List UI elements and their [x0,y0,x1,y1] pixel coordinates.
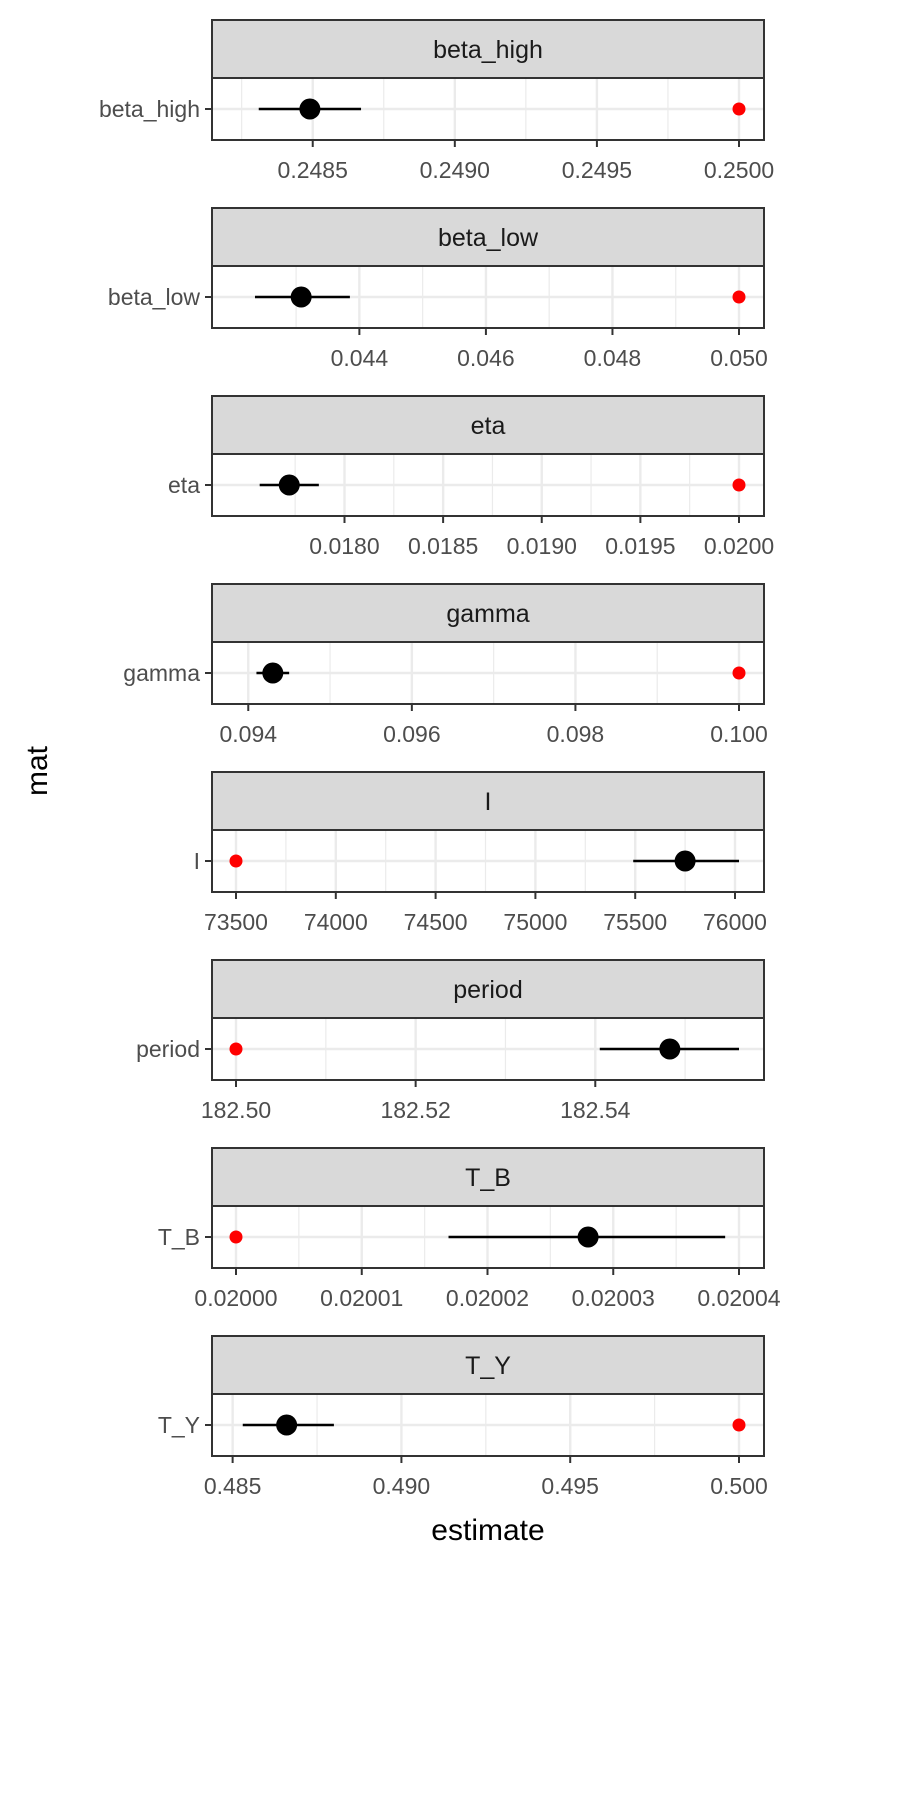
x-tick-label: 0.100 [710,721,768,747]
estimate-point-T_B [577,1226,599,1248]
x-tick-label: 0.0190 [507,533,577,559]
x-tick-label: 182.50 [201,1097,271,1123]
x-tick-label: 0.094 [219,721,277,747]
estimate-point-beta_high [299,98,321,120]
facet-strip-label: eta [471,412,506,440]
y-tick-label: T_B [158,1224,200,1250]
x-tick-label: 0.500 [710,1473,768,1499]
facet-strip [211,207,765,267]
x-axis-title: estimate [431,1514,544,1547]
estimate-point-I [674,850,696,872]
facet-panels: beta_high beta_high 0.2485 0.2490 0.2495 0.25… [99,19,781,1499]
x-tick-label: 73500 [204,909,268,935]
facet-strip [211,1147,765,1207]
x-tick-label: 0.02004 [697,1285,780,1311]
facet-I: I I 73500 74000 74500 75000 75500 76000 [194,771,767,935]
x-tick-label: 0.02001 [320,1285,403,1311]
estimate-point-period [659,1038,681,1060]
facet-strip-label: beta_high [433,36,543,64]
x-tick-label: 182.52 [380,1097,450,1123]
estimate-point-beta_low [290,286,312,308]
x-tick-label: 0.044 [331,345,389,371]
facet-strip-label: T_B [465,1164,511,1192]
x-tick-label: 0.02002 [446,1285,529,1311]
true-value-point-period [229,1042,243,1056]
x-tick-label: 0.02000 [194,1285,277,1311]
x-tick-label: 0.0180 [309,533,379,559]
facet-period: period period 182.50 182.52 182.54 [136,959,765,1123]
true-value-point-beta_low [732,290,746,304]
true-value-point-gamma [732,666,746,680]
facet-strip [211,959,765,1019]
true-value-point-beta_high [732,102,746,116]
facet-strip-label: I [485,788,492,816]
estimate-point-gamma [262,662,284,684]
x-tick-label: 0.098 [547,721,605,747]
y-tick-label: period [136,1036,200,1062]
x-tick-label: 74500 [404,909,468,935]
x-tick-label: 74000 [304,909,368,935]
facet-T_B: T_B T_B 0.02000 0.02001 0.02002 0.02003 0.0200… [158,1147,781,1311]
facet-gamma: gamma gamma 0.094 0.096 0.098 0.100 [123,583,768,747]
x-tick-label: 182.54 [560,1097,631,1123]
faceted-estimate-chart: mat estimate beta_high beta_high 0.2485 0.2… [21,19,781,1547]
true-value-point-T_Y [732,1418,746,1432]
x-tick-label: 0.0185 [408,533,478,559]
facet-strip [211,395,765,455]
x-tick-label: 0.046 [457,345,515,371]
x-tick-label: 0.0195 [605,533,675,559]
y-tick-label: beta_low [108,284,200,310]
x-tick-label: 0.048 [584,345,642,371]
x-tick-label: 0.495 [541,1473,599,1499]
true-value-point-I [229,854,243,868]
estimate-point-eta [278,474,300,496]
facet-strip [211,19,765,79]
x-tick-label: 0.096 [383,721,441,747]
facet-strip [211,771,765,831]
facet-strip-label: T_Y [465,1352,511,1380]
y-tick-label: gamma [123,660,200,686]
x-tick-label: 75500 [603,909,667,935]
y-tick-label: T_Y [158,1412,200,1438]
y-axis-title: mat [21,745,54,796]
x-tick-label: 75000 [503,909,567,935]
facet-strip-label: gamma [446,600,529,628]
facet-eta: eta eta 0.0180 0.0185 0.0190 0.0195 0.0200 [168,395,774,559]
facet-strip-label: period [453,976,523,1004]
y-tick-label: beta_high [99,96,200,122]
true-value-point-T_B [229,1230,243,1244]
x-tick-label: 76000 [703,909,767,935]
facet-strip [211,1335,765,1395]
facet-T_Y: T_Y T_Y 0.485 0.490 0.495 0.500 [158,1335,768,1499]
estimate-point-T_Y [276,1414,298,1436]
x-tick-label: 0.2490 [420,157,490,183]
facet-beta_low: beta_low beta_low 0.044 0.046 0.048 0.050 [108,207,768,371]
y-tick-label: eta [168,472,200,498]
facet-strip [211,583,765,643]
x-tick-label: 0.2500 [704,157,774,183]
x-tick-label: 0.2495 [562,157,632,183]
x-tick-label: 0.050 [710,345,768,371]
x-tick-label: 0.02003 [572,1285,655,1311]
x-tick-label: 0.2485 [278,157,348,183]
x-tick-label: 0.0200 [704,533,774,559]
x-tick-label: 0.485 [204,1473,262,1499]
facet-beta_high: beta_high beta_high 0.2485 0.2490 0.2495 0.25… [99,19,774,183]
facet-strip-label: beta_low [438,224,539,252]
true-value-point-eta [732,478,746,492]
x-tick-label: 0.490 [373,1473,431,1499]
y-tick-label: I [194,848,200,874]
